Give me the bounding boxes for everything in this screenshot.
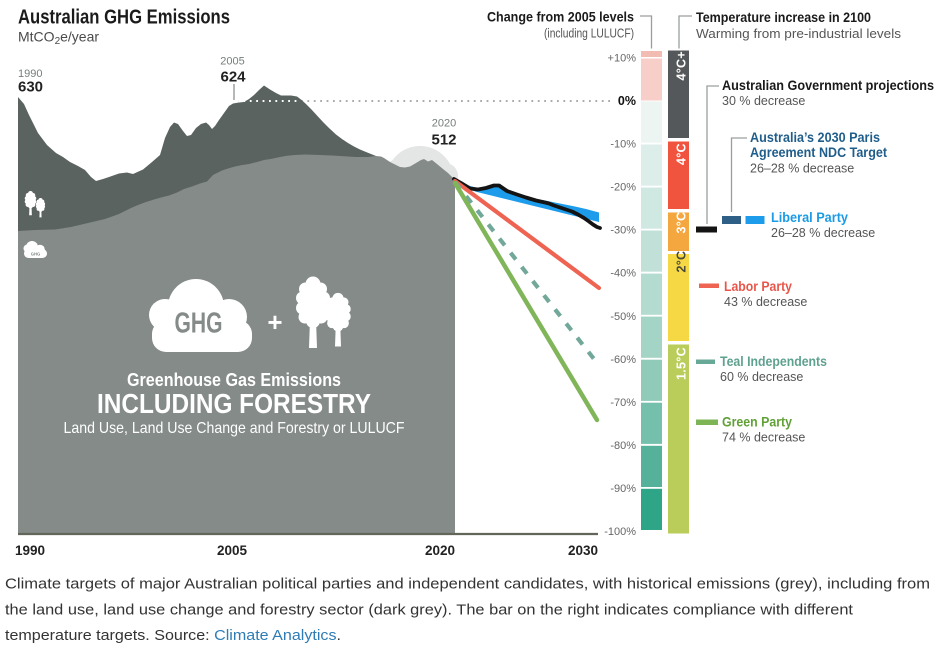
svg-text:1.5°C: 1.5°C [675, 347, 689, 380]
svg-text:-70%: -70% [610, 397, 636, 409]
svg-text:1990: 1990 [18, 68, 42, 80]
svg-text:26–28 % decrease: 26–28 % decrease [771, 226, 875, 240]
svg-text:Labor Party: Labor Party [724, 279, 792, 294]
svg-text:624: 624 [220, 69, 246, 86]
svg-text:Australian GHG Emissions: Australian GHG Emissions [18, 7, 230, 29]
svg-text:the land use, land use change: the land use, land use change and forest… [5, 602, 854, 619]
svg-text:(including LULUCF): (including LULUCF) [544, 27, 634, 41]
svg-text:temperature targets. Source: C: temperature targets. Source: Climate Ana… [5, 627, 341, 644]
svg-text:-80%: -80% [610, 440, 636, 452]
svg-text:+: + [267, 307, 282, 337]
svg-text:Warming from pre-industrial le: Warming from pre-industrial levels [696, 26, 902, 41]
svg-text:Teal Independents: Teal Independents [720, 354, 827, 369]
svg-text:26–28 % decrease: 26–28 % decrease [750, 162, 854, 176]
svg-text:-90%: -90% [610, 483, 636, 495]
svg-text:2005: 2005 [217, 543, 248, 558]
svg-text:Australian Government projecti: Australian Government projections [722, 78, 934, 93]
svg-text:Green Party: Green Party [722, 415, 792, 430]
svg-text:1990: 1990 [15, 543, 45, 558]
svg-text:2°C: 2°C [675, 251, 689, 273]
svg-text:2030: 2030 [568, 543, 598, 558]
svg-text:-40%: -40% [610, 268, 636, 280]
svg-text:Agreement NDC Target: Agreement NDC Target [750, 145, 887, 160]
svg-text:-20%: -20% [610, 182, 636, 194]
svg-text:30 % decrease: 30 % decrease [722, 94, 805, 108]
svg-text:GHG: GHG [31, 252, 41, 257]
svg-text:Liberal Party: Liberal Party [771, 210, 848, 225]
svg-text:-10%: -10% [610, 139, 636, 151]
svg-text:4°C: 4°C [675, 143, 689, 165]
svg-text:630: 630 [18, 79, 43, 96]
svg-text:INCLUDING FORESTRY: INCLUDING FORESTRY [97, 388, 371, 419]
svg-text:Australia’s 2030 Paris: Australia’s 2030 Paris [750, 130, 880, 145]
svg-text:2020: 2020 [432, 118, 456, 130]
svg-text:-30%: -30% [610, 225, 636, 237]
svg-text:Greenhouse Gas Emissions: Greenhouse Gas Emissions [127, 370, 341, 390]
svg-text:-100%: -100% [604, 526, 636, 538]
svg-text:2005: 2005 [220, 56, 244, 68]
svg-text:MtCO2e/year: MtCO2e/year [18, 29, 99, 48]
svg-text:3°C: 3°C [675, 212, 689, 234]
svg-text:2020: 2020 [425, 543, 455, 558]
svg-text:Land Use, Land Use Change and: Land Use, Land Use Change and Forestry o… [64, 420, 405, 437]
svg-text:Climate targets of major Austr: Climate targets of major Australian poli… [5, 576, 930, 593]
svg-text:4°C+: 4°C+ [675, 51, 689, 80]
svg-text:60 % decrease: 60 % decrease [720, 370, 803, 384]
svg-text:0%: 0% [618, 94, 636, 108]
svg-text:74 % decrease: 74 % decrease [722, 431, 805, 445]
svg-text:+10%: +10% [608, 53, 637, 65]
svg-text:43 % decrease: 43 % decrease [724, 295, 807, 309]
svg-text:-50%: -50% [610, 311, 636, 323]
svg-text:Change from 2005 levels: Change from 2005 levels [487, 10, 634, 25]
svg-text:-60%: -60% [610, 354, 636, 366]
svg-text:512: 512 [431, 132, 456, 149]
svg-text:GHG: GHG [175, 308, 223, 340]
svg-text:Temperature increase in 2100: Temperature increase in 2100 [696, 10, 871, 25]
